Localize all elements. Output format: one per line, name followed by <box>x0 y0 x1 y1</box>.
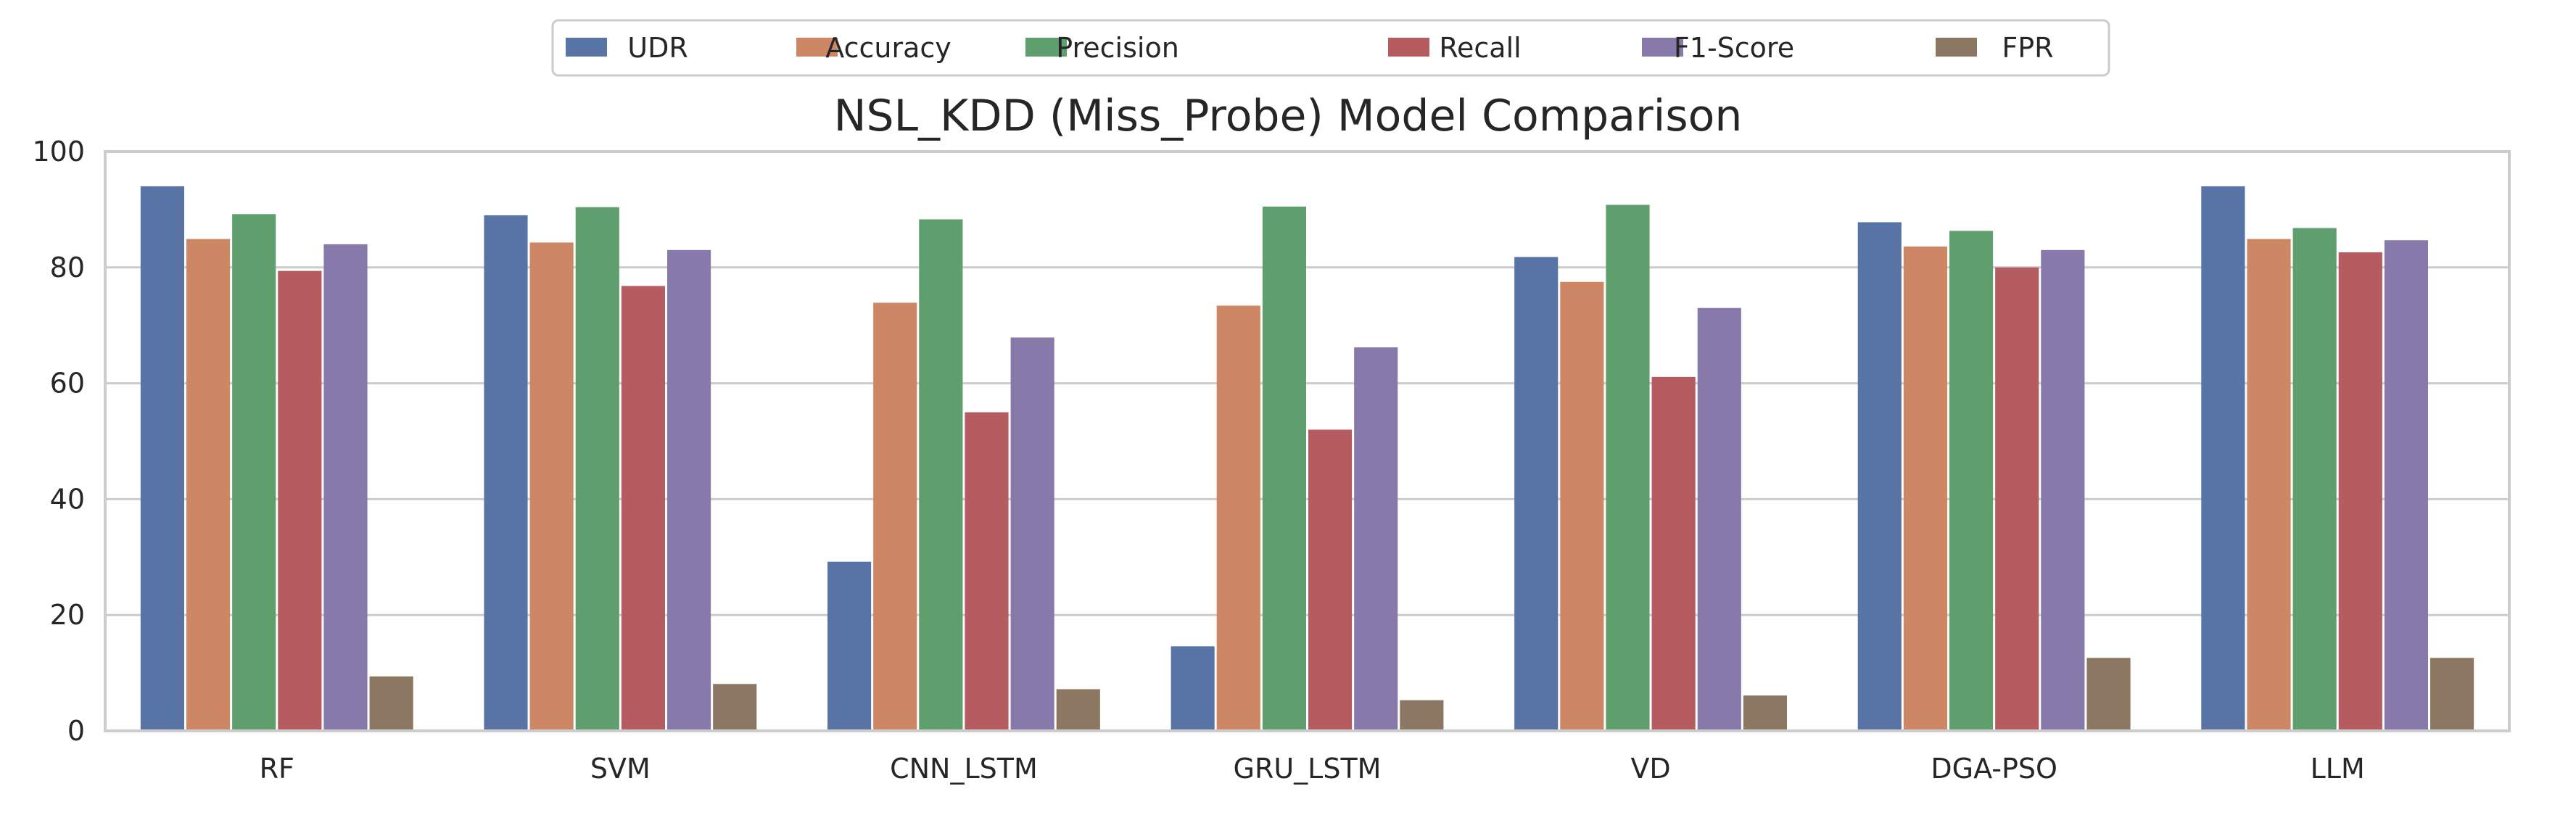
bar-recall-svm <box>621 286 665 731</box>
bar-f1-score-gru-lstm <box>1354 347 1398 731</box>
bar-f1-score-svm <box>667 249 711 732</box>
legend: UDR Accuracy Precision Recall F1-Score FPR <box>551 19 2110 77</box>
legend-label: Recall <box>1439 32 1521 64</box>
bar-recall-gru-lstm <box>1308 429 1353 731</box>
bar-fpr-cnn-lstm <box>1056 689 1100 731</box>
y-tick-label: 0 <box>67 715 85 747</box>
legend-swatch <box>1388 38 1429 57</box>
x-tick-label: RF <box>260 753 294 785</box>
bar-accuracy-gru-lstm <box>1216 305 1260 731</box>
y-tick-label: 100 <box>32 136 85 167</box>
legend-label: Precision <box>1056 32 1179 64</box>
bar-precision-llm <box>2292 228 2337 731</box>
gridlines <box>105 150 2509 732</box>
bar-recall-cnn-lstm <box>965 412 1009 731</box>
bars <box>140 186 2474 732</box>
bar-fpr-gru-lstm <box>1400 700 1444 731</box>
legend-label: F1-Score <box>1674 32 1794 64</box>
bar-precision-rf <box>232 214 276 731</box>
legend-box <box>551 19 2110 77</box>
bar-precision-gru-lstm <box>1262 206 1306 731</box>
bar-recall-vd <box>1651 376 1696 731</box>
legend-label: FPR <box>2002 32 2053 64</box>
bar-recall-rf <box>278 270 322 731</box>
bar-udr-dga-pso <box>1857 222 1902 731</box>
bar-accuracy-cnn-lstm <box>873 302 917 731</box>
bar-accuracy-llm <box>2247 239 2291 731</box>
bar-fpr-llm <box>2430 658 2474 731</box>
plot-frame <box>104 150 2511 732</box>
x-tick-label: DGA-PSO <box>1931 753 2057 785</box>
bar-fpr-rf <box>369 676 413 731</box>
bar-f1-score-llm <box>2384 240 2428 731</box>
y-tick-label: 40 <box>50 483 85 515</box>
bar-fpr-dga-pso <box>2086 658 2131 731</box>
bar-udr-gru-lstm <box>1171 646 1215 731</box>
bar-accuracy-dga-pso <box>1903 247 1947 731</box>
bar-recall-dga-pso <box>1995 267 2039 731</box>
bar-udr-svm <box>484 215 528 731</box>
x-tick-label: CNN_LSTM <box>890 753 1038 785</box>
bar-f1-score-rf <box>323 244 368 732</box>
bar-precision-cnn-lstm <box>919 219 963 731</box>
legend-swatch <box>1642 38 1683 57</box>
bar-recall-llm <box>2338 252 2382 731</box>
y-tick-label: 20 <box>50 599 85 631</box>
bar-f1-score-cnn-lstm <box>1010 337 1054 731</box>
chart-title: NSL_KDD (Miss_Probe) Model Comparison <box>834 91 1743 141</box>
legend-swatch <box>1936 38 1977 57</box>
bar-udr-cnn-lstm <box>827 561 872 731</box>
bar-precision-svm <box>575 207 619 732</box>
legend-label: UDR <box>627 32 688 64</box>
legend-swatch <box>796 38 838 57</box>
bar-fpr-vd <box>1743 695 1787 731</box>
legend-swatch <box>1025 38 1067 57</box>
y-tick-label: 60 <box>50 368 85 400</box>
legend-swatch <box>566 38 607 57</box>
bar-precision-dga-pso <box>1949 231 1994 731</box>
axes: 0 20 40 60 80 100 RF SVM CNN_LSTM GRU_LSTM VD DGA-P… <box>32 136 2511 785</box>
y-tick-label: 80 <box>50 252 85 284</box>
legend-label: Accuracy <box>825 32 951 64</box>
x-tick-label: VD <box>1630 753 1670 785</box>
x-tick-label: SVM <box>590 753 651 785</box>
bar-f1-score-dga-pso <box>2041 249 2085 732</box>
bar-fpr-svm <box>713 684 757 731</box>
bar-f1-score-vd <box>1697 307 1741 732</box>
bar-accuracy-rf <box>186 239 231 731</box>
x-tick-label: GRU_LSTM <box>1234 753 1382 785</box>
bar-udr-rf <box>140 186 184 731</box>
bar-precision-vd <box>1606 204 1650 731</box>
bar-accuracy-vd <box>1560 281 1604 731</box>
x-tick-label: LLM <box>2311 753 2365 785</box>
bar-udr-llm <box>2201 186 2245 731</box>
bar-accuracy-svm <box>529 242 574 731</box>
bar-udr-vd <box>1514 257 1559 732</box>
